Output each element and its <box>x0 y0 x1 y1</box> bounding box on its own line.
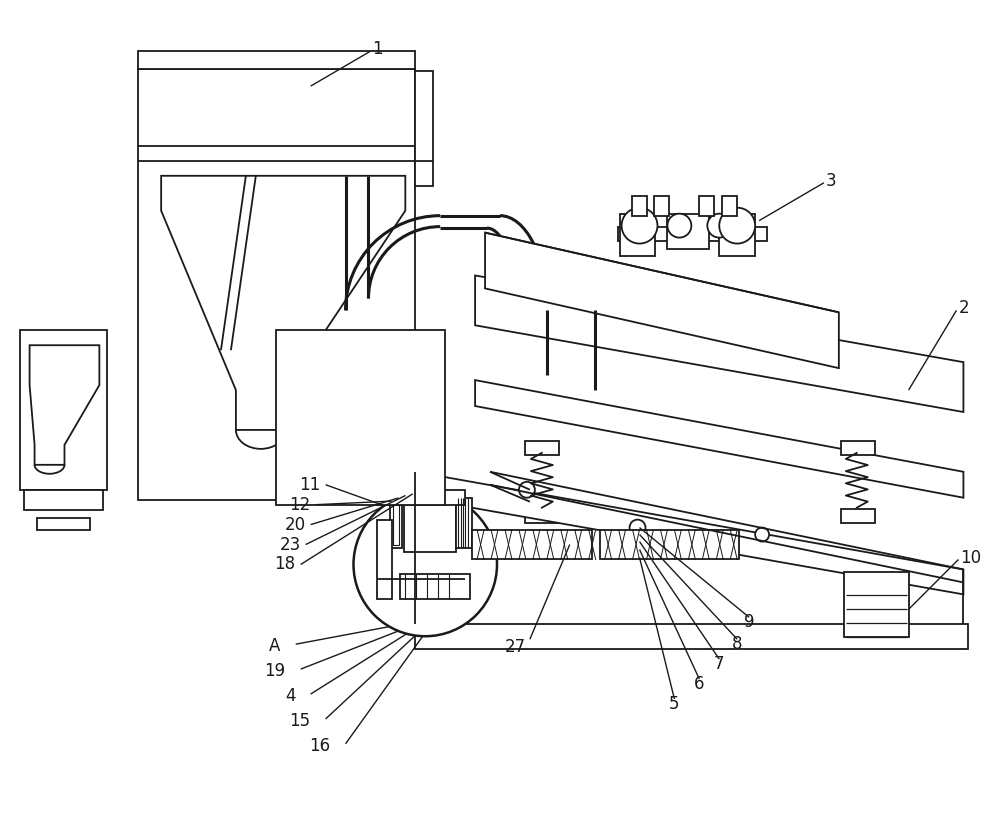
Text: 15: 15 <box>290 712 311 730</box>
Bar <box>415 624 968 649</box>
Bar <box>377 520 392 599</box>
Bar <box>472 530 592 559</box>
Bar <box>393 498 399 544</box>
Text: 19: 19 <box>265 662 286 680</box>
Text: 12: 12 <box>289 496 311 514</box>
Bar <box>456 498 472 548</box>
Bar <box>377 490 465 505</box>
Bar <box>841 509 875 523</box>
Polygon shape <box>475 380 963 498</box>
Text: 7: 7 <box>714 655 725 673</box>
Bar <box>620 213 655 255</box>
Text: 11: 11 <box>299 475 321 493</box>
Circle shape <box>630 520 646 535</box>
Bar <box>722 195 737 216</box>
Circle shape <box>719 208 755 244</box>
Bar <box>618 227 767 241</box>
Text: 8: 8 <box>732 635 742 654</box>
Bar <box>20 330 107 490</box>
Text: 20: 20 <box>285 516 306 534</box>
Bar <box>841 441 875 455</box>
Text: 4: 4 <box>285 687 296 705</box>
Circle shape <box>353 493 497 636</box>
Text: 9: 9 <box>744 613 754 631</box>
Text: 2: 2 <box>958 300 969 318</box>
Circle shape <box>519 482 535 498</box>
Bar <box>667 213 709 249</box>
Bar <box>390 496 402 548</box>
Bar <box>525 441 559 455</box>
Text: 27: 27 <box>505 638 526 656</box>
Text: 6: 6 <box>694 675 705 693</box>
Text: 10: 10 <box>960 548 982 566</box>
Bar <box>400 575 470 599</box>
Bar <box>719 213 755 255</box>
Circle shape <box>622 208 657 244</box>
Text: 3: 3 <box>826 172 837 190</box>
Bar <box>699 195 714 216</box>
Circle shape <box>755 528 769 542</box>
Bar <box>138 69 415 500</box>
Polygon shape <box>161 176 405 430</box>
Text: 1: 1 <box>372 40 383 58</box>
Bar <box>600 530 739 559</box>
Text: A: A <box>269 637 281 655</box>
Polygon shape <box>485 232 839 368</box>
Bar <box>844 572 909 637</box>
Bar <box>632 195 647 216</box>
Bar <box>138 51 415 69</box>
Text: 23: 23 <box>279 535 301 553</box>
Text: 5: 5 <box>669 695 680 713</box>
Circle shape <box>667 213 691 237</box>
Bar <box>415 71 433 186</box>
Text: 16: 16 <box>309 737 331 754</box>
Polygon shape <box>475 276 963 412</box>
Bar <box>24 490 103 510</box>
Bar <box>276 330 445 505</box>
Bar <box>525 509 559 523</box>
Polygon shape <box>415 472 963 594</box>
Text: 18: 18 <box>275 556 296 574</box>
Bar <box>404 493 456 552</box>
Circle shape <box>707 213 731 237</box>
Bar <box>654 195 669 216</box>
Polygon shape <box>30 345 99 465</box>
Bar <box>37 517 90 530</box>
